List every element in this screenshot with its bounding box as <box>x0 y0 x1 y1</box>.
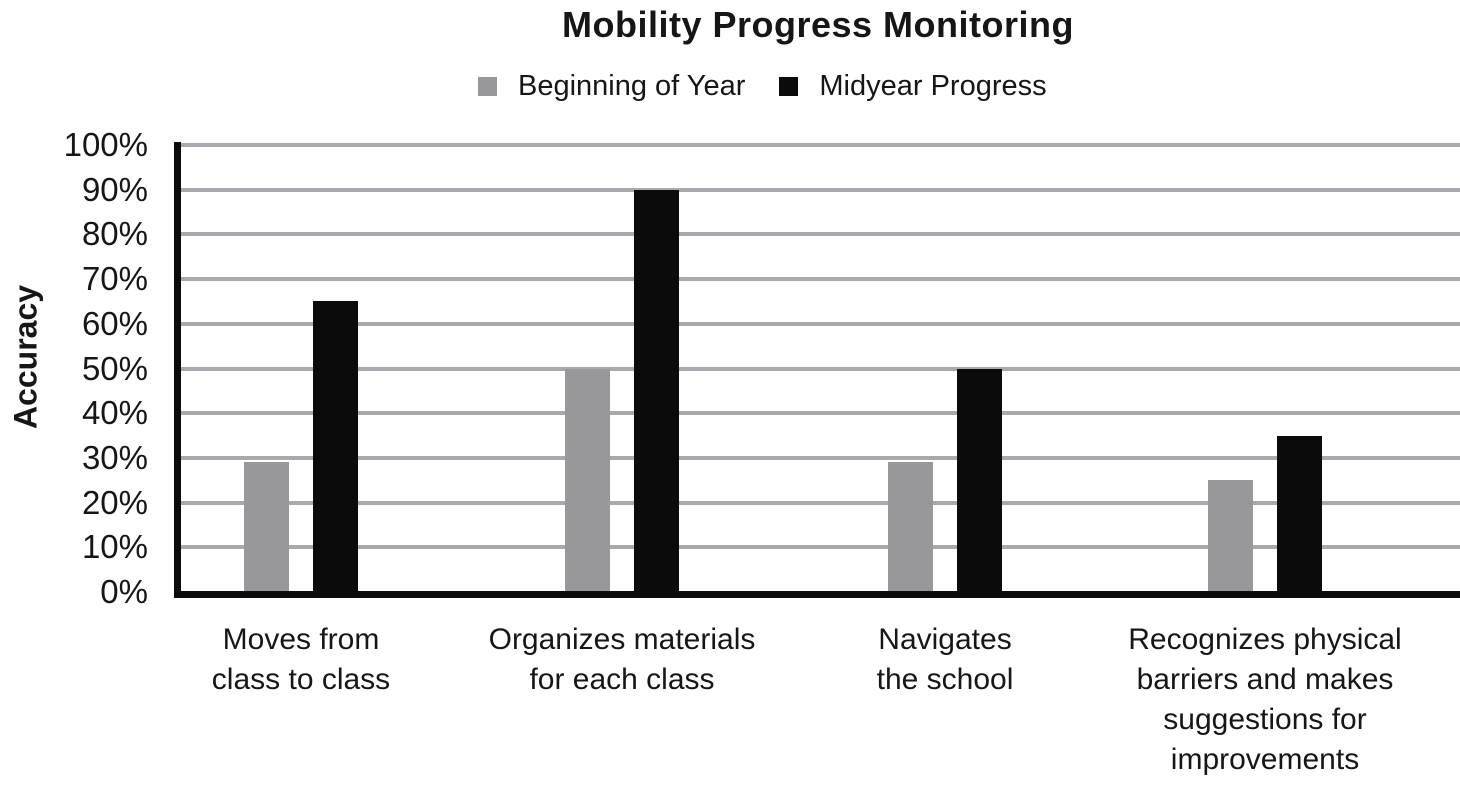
bar-midyear-cat2 <box>634 190 679 592</box>
gridline-90 <box>177 188 1460 192</box>
y-tick-label: 70% <box>81 260 148 297</box>
x-category-label-1: Moves from class to class <box>131 620 471 700</box>
bar-midyear-cat4 <box>1277 436 1322 592</box>
gridline-20 <box>177 501 1460 505</box>
x-category-label-line: barriers and makes <box>1136 663 1394 696</box>
legend-label-midyear-progress: Midyear Progress <box>819 69 1047 102</box>
x-category-label-4: Recognizes physical barriers and makes sug… <box>1095 620 1435 780</box>
x-category-label-line: Navigates <box>878 623 1012 656</box>
legend-label-beginning-of-year: Beginning of Year <box>518 69 746 102</box>
chart-title: Mobility Progress Monitoring <box>561 4 1074 45</box>
legend: Beginning of Year Midyear Progress <box>478 68 1047 104</box>
x-category-label-line: improvements <box>1170 743 1360 776</box>
legend-swatch-midyear-progress <box>779 76 799 96</box>
y-tick-label: 40% <box>81 394 148 431</box>
legend-item-beginning-of-year: Beginning of Year <box>478 70 745 103</box>
x-category-label-line: suggestions for <box>1163 703 1367 736</box>
bar-beginning-cat1 <box>244 462 289 592</box>
gridline-80 <box>177 232 1460 236</box>
y-tick-label: 90% <box>81 171 148 208</box>
y-tick-label: 100% <box>63 126 148 163</box>
gridline-30 <box>177 456 1460 460</box>
y-tick-label: 80% <box>81 215 148 252</box>
y-tick-label: 20% <box>81 484 148 521</box>
x-category-label-3: Navigates the school <box>775 620 1115 700</box>
gridline-10 <box>177 545 1460 549</box>
bar-beginning-cat4 <box>1208 480 1253 592</box>
x-category-label-line: Moves from <box>222 623 380 656</box>
legend-swatch-beginning-of-year <box>478 76 497 96</box>
bar-beginning-cat3 <box>888 462 933 592</box>
x-category-label-line: Organizes materials <box>488 623 756 656</box>
y-tick-label: 0% <box>100 573 148 610</box>
legend-item-midyear-progress: Midyear Progress <box>779 69 1047 103</box>
x-category-label-line: Recognizes physical <box>1128 623 1402 656</box>
gridline-70 <box>177 277 1460 281</box>
x-category-label-line: class to class <box>211 663 391 696</box>
y-tick-label: 50% <box>81 350 148 387</box>
gridline-60 <box>177 322 1460 326</box>
x-axis-line <box>174 591 1460 598</box>
bar-midyear-cat3 <box>957 369 1002 592</box>
y-tick-label: 60% <box>81 305 148 342</box>
x-category-label-2: Organizes materials for each class <box>452 620 792 700</box>
y-tick-label: 30% <box>81 439 148 476</box>
y-tick-label: 10% <box>81 528 148 565</box>
bar-midyear-cat1 <box>313 301 358 592</box>
x-category-label-line: for each class <box>529 663 715 696</box>
x-category-label-line: the school <box>876 663 1014 696</box>
gridline-100 <box>177 143 1460 147</box>
y-axis-line <box>174 142 181 598</box>
gridline-50 <box>177 367 1460 371</box>
gridline-40 <box>177 411 1460 415</box>
bar-beginning-cat2 <box>565 369 610 592</box>
